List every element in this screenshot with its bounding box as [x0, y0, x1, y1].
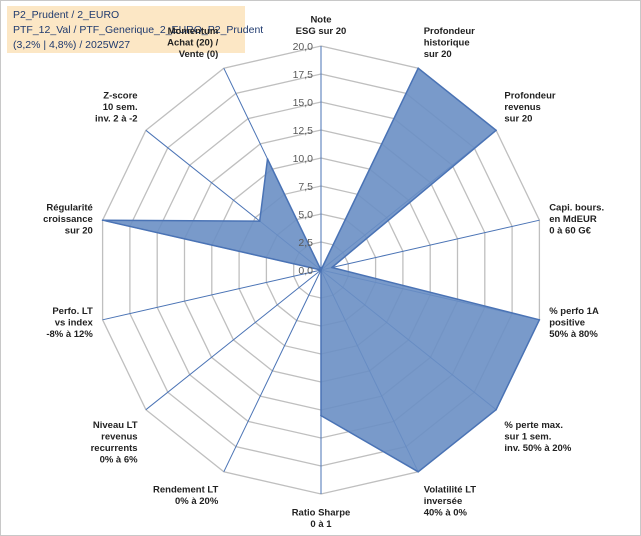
data-point-10	[320, 269, 322, 271]
axis-spoke-9	[145, 269, 322, 411]
tick-label-8: 20,0	[293, 41, 314, 53]
axis-label-2-line-2: sur 20	[504, 113, 532, 124]
axis-label-5-line-0: % perte max.	[504, 420, 563, 431]
axis-spoke-3	[320, 219, 540, 271]
axis-label-8-line-0: Rendement LT	[153, 485, 218, 496]
axis-label-12-line-2: inv. 2 à -2	[95, 113, 138, 124]
axis-label-3-line-0: Capi. bours.	[549, 203, 604, 214]
axis-label-9-line-2: recurrents	[91, 443, 138, 454]
axis-label-6-line-2: 40% à 0%	[424, 508, 468, 519]
tick-label-7: 17,5	[293, 69, 314, 81]
axis-spoke-10	[102, 269, 322, 321]
axis-label-9-line-0: Niveau LT	[93, 420, 138, 431]
chart-title-box: P2_Prudent / 2_EURO PTF_12_Val / PTF_Gen…	[7, 6, 263, 53]
axis-label-11-line-0: Régularité	[46, 203, 92, 214]
axis-label-9-line-3: 0% à 6%	[100, 455, 139, 466]
data-point-6	[417, 471, 420, 473]
data-point-4	[538, 319, 541, 321]
axis-label-5-line-2: inv. 50% à 20%	[504, 443, 571, 454]
axis-label-11-line-2: sur 20	[65, 226, 93, 237]
data-point-13	[266, 158, 269, 160]
data-point-11	[101, 219, 104, 221]
tick-label-4: 10,0	[293, 153, 314, 165]
axis-label-9-line-1: revenus	[101, 432, 137, 443]
axis-label-1-line-1: historique	[424, 38, 470, 49]
axis-label-13-line-1: Achat (20) /	[167, 38, 219, 49]
tick-label-3: 7,5	[298, 181, 313, 193]
axis-label-0-line-1: ESG sur 20	[296, 26, 347, 37]
data-point-5	[495, 408, 497, 411]
axis-label-6-line-1: inversée	[424, 496, 463, 507]
axis-label-1-line-2: sur 20	[424, 49, 452, 60]
axis-label-1-line-0: Profondeur	[424, 26, 475, 37]
axis-label-5-line-1: sur 1 sem.	[504, 432, 551, 443]
axis-label-4-line-2: 50% à 80%	[549, 329, 598, 340]
data-point-12	[258, 220, 261, 222]
data-point-7	[320, 414, 322, 417]
axis-label-3-line-1: en MdEUR	[549, 214, 597, 225]
axis-label-10-line-1: vs index	[55, 317, 94, 328]
axis-label-12-line-1: 10 sem.	[103, 102, 138, 113]
axis-label-6-line-0: Volatilité LT	[424, 485, 477, 496]
title-line-1: P2_Prudent / 2_EURO	[13, 9, 120, 21]
axis-label-4-line-1: positive	[549, 317, 585, 328]
axis-label-2-line-1: revenus	[504, 102, 540, 113]
tick-label-6: 15,0	[293, 97, 314, 109]
axis-label-13-line-0: Momentum	[168, 26, 219, 37]
axis-spoke-8	[223, 269, 322, 473]
axis-label-10-line-2: -8% à 12%	[46, 329, 93, 340]
data-point-1	[417, 67, 420, 69]
axis-label-2-line-0: Profondeur	[504, 90, 555, 101]
axis-label-0-line-0: Note	[310, 15, 331, 26]
title-line-3: (3,2% | 4,8%) / 2025W27	[13, 39, 131, 51]
axis-label-7-line-1: 0 à 1	[310, 519, 332, 530]
axis-label-4-line-0: % perfo 1A	[549, 306, 599, 317]
axis-label-3-line-2: 0 à 60 G€	[549, 226, 591, 237]
tick-label-1: 2,5	[298, 237, 313, 249]
axis-label-12-line-0: Z-score	[103, 90, 137, 101]
data-point-3	[331, 266, 333, 269]
data-point-2	[495, 129, 497, 132]
axis-label-10-line-0: Perfo. LT	[52, 306, 93, 317]
axis-label-13-line-2: Vente (0)	[179, 49, 219, 60]
axis-label-7-line-0: Ratio Sharpe	[292, 508, 351, 519]
axis-label-8-line-1: 0% à 20%	[175, 496, 219, 507]
tick-label-5: 12,5	[293, 125, 314, 137]
axis-label-11-line-1: croissance	[43, 214, 93, 225]
tick-label-2: 5,0	[298, 209, 313, 221]
title-line-2: PTF_12_Val / PTF_Generique_2_EURO_P2_Pru…	[13, 24, 264, 36]
tick-label-0: 0,0	[298, 265, 313, 277]
